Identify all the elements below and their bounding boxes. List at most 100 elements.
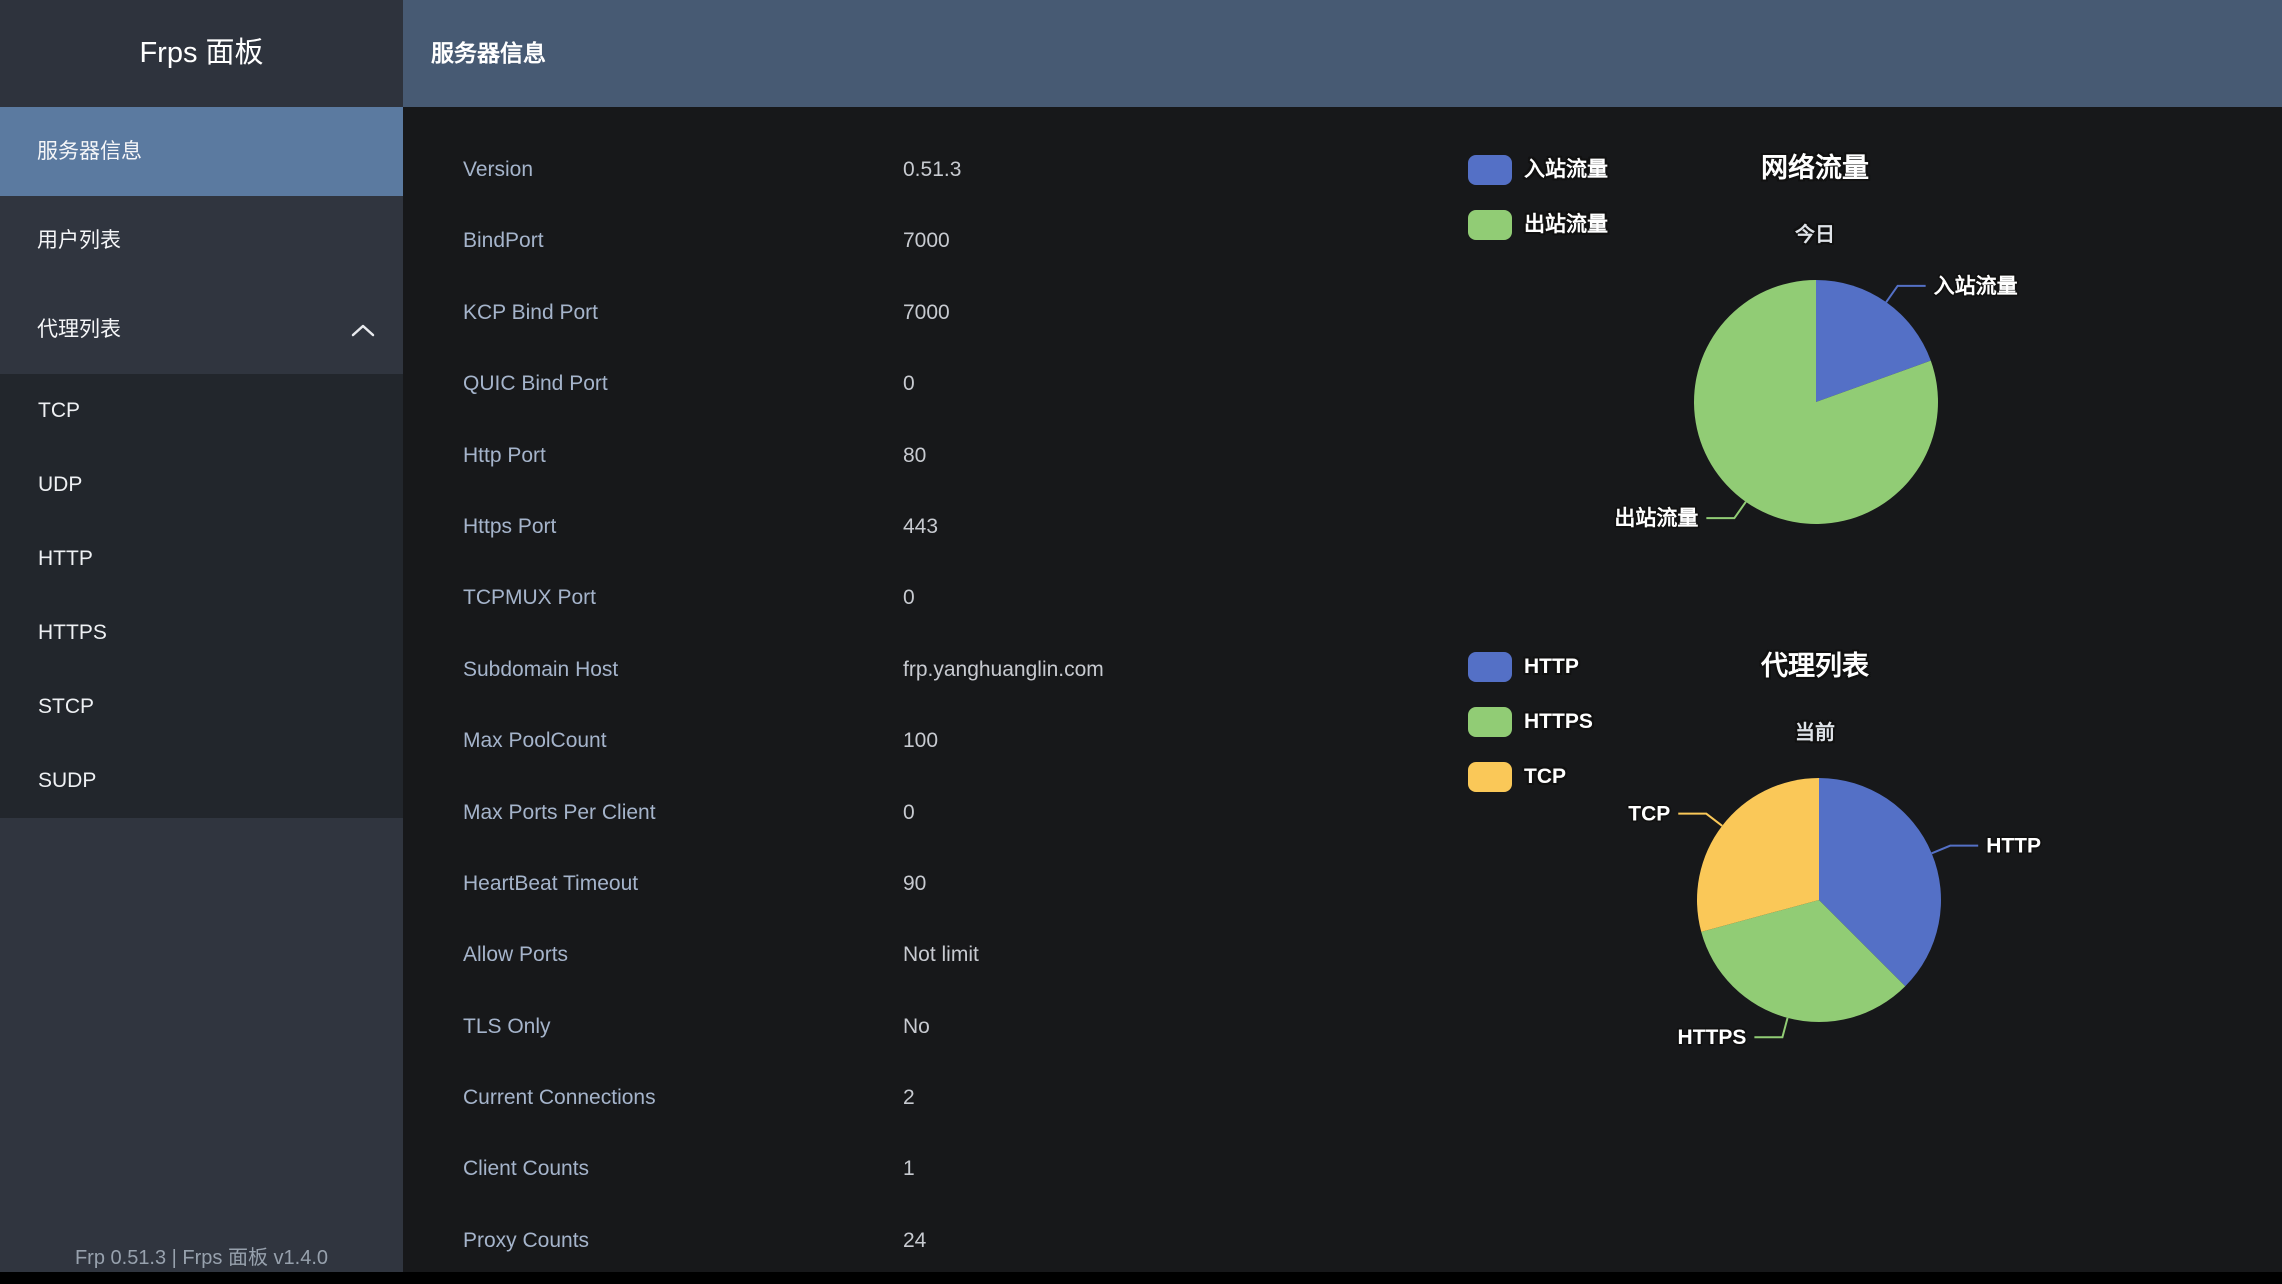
info-value: 80 xyxy=(903,443,927,467)
info-label: Https Port xyxy=(463,514,557,538)
pie-slice-HTTP[interactable] xyxy=(1819,778,1941,987)
pie-slice-HTTPS[interactable] xyxy=(1701,900,1906,1022)
sidebar-subitem-https[interactable]: HTTPS xyxy=(38,621,107,644)
info-label: Proxy Counts xyxy=(463,1228,590,1252)
table-row: Version 0.51.3 xyxy=(403,134,1443,205)
pie-label: HTTPS xyxy=(1678,1026,1747,1049)
table-row: Client Counts 1 xyxy=(403,1133,1443,1204)
chart-subtitle: 当前 xyxy=(1795,722,1835,744)
info-value: 0 xyxy=(903,372,915,396)
sidebar-item-server-info[interactable]: 服务器信息 xyxy=(0,107,403,196)
info-value: 0 xyxy=(903,800,915,824)
info-value: 24 xyxy=(903,1228,927,1252)
sidebar: Frps 面板 服务器信息 用户列表 代理列表 TCP UDP HTTP HTTPS S… xyxy=(0,0,403,1284)
legend-item-HTTPS[interactable]: HTTPS xyxy=(1468,707,1593,737)
legend-item-出站流量[interactable]: 出站流量 xyxy=(1468,210,1608,240)
info-label: KCP Bind Port xyxy=(463,300,599,324)
sidebar-subitem-udp[interactable]: UDP xyxy=(38,473,83,496)
pie-label: 出站流量 xyxy=(1614,506,1698,530)
app-title: Frps 面板 xyxy=(0,0,403,107)
pie-label: TCP xyxy=(1628,803,1670,826)
info-label: Allow Ports xyxy=(463,943,569,967)
sidebar-item-proxy-list[interactable]: 代理列表 xyxy=(0,285,403,374)
bottom-edge xyxy=(0,1272,2282,1284)
info-value: frp.yanghuanglin.com xyxy=(903,657,1104,681)
chart-title: 代理列表 xyxy=(1761,651,1869,681)
legend-swatch-icon xyxy=(1468,762,1512,792)
info-label: Client Counts xyxy=(463,1157,590,1181)
table-row: Subdomain Host frp.yanghuanglin.com xyxy=(403,634,1443,705)
info-value: 1 xyxy=(903,1157,915,1181)
chart-subtitle: 今日 xyxy=(1795,224,1835,246)
server-info-table: Version 0.51.3 BindPort 7000 KCP Bind Port 70… xyxy=(403,134,1443,1276)
legend-swatch-icon xyxy=(1468,210,1512,240)
table-row: QUIC Bind Port 0 xyxy=(403,348,1443,419)
table-row: KCP Bind Port 7000 xyxy=(403,277,1443,348)
legend-label: 入站流量 xyxy=(1524,158,1608,181)
pie-leader-line xyxy=(1931,844,1979,855)
table-row: HeartBeat Timeout 90 xyxy=(403,848,1443,919)
info-label: Max Ports Per Client xyxy=(463,800,656,824)
table-row: Current Connections 2 xyxy=(403,1062,1443,1133)
pie-chart-canvas: HTTP HTTPS TCP xyxy=(1627,778,2043,1051)
pie-label: HTTP xyxy=(1986,835,2041,858)
info-label: Subdomain Host xyxy=(463,657,619,681)
sidebar-subitem-tcp[interactable]: TCP xyxy=(38,399,80,422)
table-row: TLS Only No xyxy=(403,991,1443,1062)
table-row: BindPort 7000 xyxy=(403,205,1443,276)
legend-item-入站流量[interactable]: 入站流量 xyxy=(1468,155,1608,185)
legend-label: HTTPS xyxy=(1524,710,1593,733)
info-label: TLS Only xyxy=(463,1014,551,1038)
pie-leader-line xyxy=(1885,284,1926,303)
legend-item-HTTP[interactable]: HTTP xyxy=(1468,652,1593,682)
table-row: Max Ports Per Client 0 xyxy=(403,777,1443,848)
proxy-submenu: TCP UDP HTTP HTTPS STCP SUDP xyxy=(0,374,403,818)
proxy-list-chart: 代理列表当前 HTTP HTTPS TCP HTTP HTTPS TCP xyxy=(1450,630,2250,1100)
info-value: 100 xyxy=(903,729,939,753)
info-label: HeartBeat Timeout xyxy=(463,871,639,895)
info-value: 443 xyxy=(903,514,939,538)
legend-swatch-icon xyxy=(1468,155,1512,185)
info-value: 0 xyxy=(903,586,915,610)
sidebar-subitem-sudp[interactable]: SUDP xyxy=(38,769,97,792)
sidebar-subitem-stcp[interactable]: STCP xyxy=(38,695,95,718)
info-label: QUIC Bind Port xyxy=(463,372,608,396)
table-row: Http Port 80 xyxy=(403,420,1443,491)
pie-slice-出站流量[interactable] xyxy=(1694,280,1938,524)
info-value: 90 xyxy=(903,871,927,895)
page-header: 服务器信息 xyxy=(403,0,2282,107)
legend-label: TCP xyxy=(1524,765,1566,788)
pie-slice-TCP[interactable] xyxy=(1697,778,1819,932)
table-row: Allow Ports Not limit xyxy=(403,919,1443,990)
sidebar-subitem-http[interactable]: HTTP xyxy=(38,547,93,570)
legend-swatch-icon xyxy=(1468,707,1512,737)
network-traffic-chart: 网络流量 今日 入站流量 出站流量 入站流量 出站流量 xyxy=(1450,120,2250,590)
info-value: 7000 xyxy=(903,229,950,253)
table-row: Https Port 443 xyxy=(403,491,1443,562)
sidebar-menu: 服务器信息 用户列表 代理列表 TCP UDP HTTP HTTPS STCP SUDP xyxy=(0,107,403,818)
info-label: BindPort xyxy=(463,229,544,253)
chevron-up-icon xyxy=(351,324,375,336)
info-value: No xyxy=(903,1014,930,1038)
info-value: 2 xyxy=(903,1086,915,1110)
info-label: Version xyxy=(463,158,534,181)
info-value: 0.51.3 xyxy=(903,158,962,181)
legend-label: HTTP xyxy=(1524,655,1579,678)
page-title: 服务器信息 xyxy=(431,40,546,66)
pie-label: 入站流量 xyxy=(1934,274,2018,298)
legend-label: 出站流量 xyxy=(1524,213,1608,236)
info-label: Http Port xyxy=(463,443,546,467)
sidebar-item-user-list[interactable]: 用户列表 xyxy=(37,229,121,252)
pie-leader-line xyxy=(1706,501,1747,520)
table-row: Max PoolCount 100 xyxy=(403,705,1443,776)
table-row: TCPMUX Port 0 xyxy=(403,562,1443,633)
legend-swatch-icon xyxy=(1468,652,1512,682)
info-label: Max PoolCount xyxy=(463,729,607,753)
chart-legend: HTTP HTTPS TCP xyxy=(1468,652,1593,817)
legend-item-TCP[interactable]: TCP xyxy=(1468,762,1593,792)
table-row: Proxy Counts 24 xyxy=(403,1205,1443,1276)
pie-slice-入站流量[interactable] xyxy=(1816,280,1931,402)
pie-leader-line xyxy=(1678,812,1723,827)
